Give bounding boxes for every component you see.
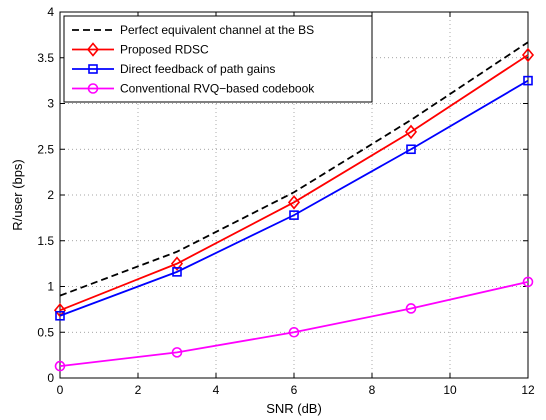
legend-box (63, 15, 373, 103)
series-0 (59, 41, 529, 297)
legend-entry: Conventional RVQ−based codebook (120, 82, 315, 96)
x-tick-label: 6 (291, 383, 298, 397)
series-line (59, 54, 529, 312)
legend-entry: Perfect equivalent channel at the BS (120, 23, 314, 37)
series-line (59, 79, 529, 317)
square-marker (406, 144, 416, 155)
circle-marker (54, 360, 66, 372)
series (53, 41, 535, 372)
series-2 (55, 75, 533, 321)
series-3 (54, 276, 534, 372)
y-tick-label: 3.5 (37, 51, 54, 65)
y-tick-label: 2.5 (37, 142, 54, 156)
y-tick-label: 1.5 (37, 234, 54, 248)
x-tick-label: 12 (521, 383, 535, 397)
y-tick-label: 4 (47, 5, 54, 19)
y-tick-label: 3 (47, 97, 54, 111)
diamond-marker (86, 42, 100, 57)
series-1 (53, 47, 535, 318)
y-tick-label: 0 (47, 371, 54, 385)
x-tick-label: 8 (369, 383, 376, 397)
series-line (59, 41, 529, 297)
diamond-marker (521, 47, 535, 63)
x-tick-label: 10 (443, 383, 457, 397)
square-marker (88, 64, 98, 74)
circle-marker (522, 276, 534, 288)
square-marker (172, 267, 182, 277)
circle-marker (87, 83, 99, 94)
axes: 0 2 4 6 8 10 12 0 0.5 1 1.5 2 2.5 3 3.5 4 (37, 5, 535, 397)
circle-marker (405, 303, 417, 314)
y-tick-label: 2 (47, 188, 54, 202)
square-marker (55, 310, 65, 321)
legend: Perfect equivalent channel at the BS Prop… (63, 15, 373, 103)
y-axis-label: R/user (bps) (10, 159, 25, 231)
circle-marker (171, 347, 183, 358)
series-line (59, 281, 529, 367)
x-tick-label: 4 (213, 383, 220, 397)
diamond-marker (287, 195, 301, 210)
circle-marker (288, 326, 300, 338)
legend-entry: Direct feedback of path gains (120, 62, 275, 76)
y-tick-label: 1 (47, 280, 54, 294)
legend-entry: Proposed RDSC (120, 43, 209, 57)
y-tick-label: 0.5 (37, 325, 54, 339)
square-marker (523, 75, 533, 86)
diamond-marker (170, 256, 184, 271)
diamond-marker (404, 124, 418, 140)
x-tick-label: 0 (57, 383, 64, 397)
diamond-marker (53, 303, 67, 318)
square-marker (289, 210, 299, 220)
x-axis-label: SNR (dB) (266, 401, 322, 416)
x-tick-label: 2 (135, 383, 142, 397)
